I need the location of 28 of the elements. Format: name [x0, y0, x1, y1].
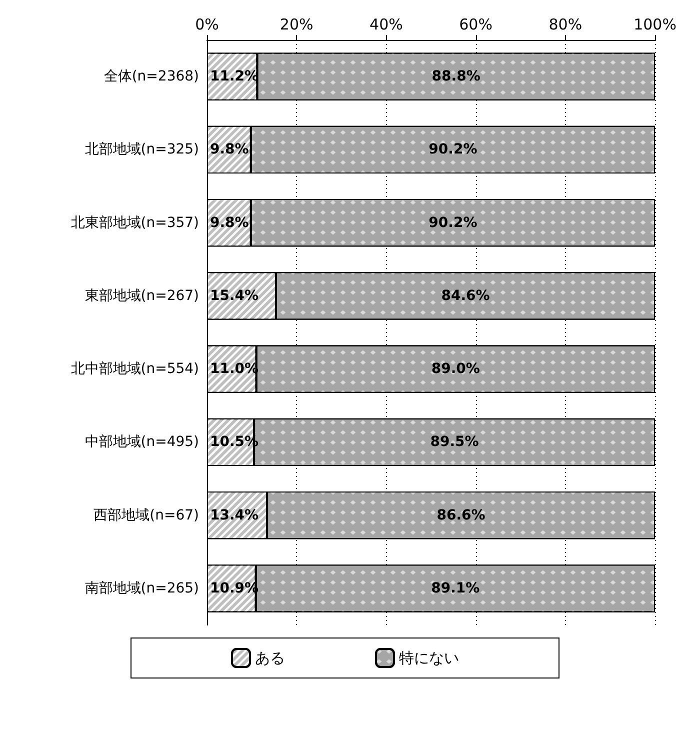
x-tick-label: 60% [459, 16, 492, 34]
legend-label: 特にない [399, 649, 459, 667]
x-tick-label: 80% [548, 16, 582, 34]
data-label: 15.4% [210, 288, 259, 304]
legend-label: ある [255, 649, 285, 667]
data-label: 90.2% [428, 214, 478, 231]
data-label: 90.2% [428, 142, 478, 158]
data-label: 13.4% [210, 507, 259, 524]
y-tick-label: 北東部地域(n=357) [70, 214, 199, 231]
y-tick-label: 北部地域(n=325) [84, 142, 199, 158]
data-label: 84.6% [441, 288, 490, 304]
y-tick-label: 北中部地域(n=554) [70, 361, 199, 378]
x-tick-label: 100% [634, 16, 676, 34]
x-tick-label: 0% [195, 16, 219, 34]
data-label: 88.8% [432, 68, 480, 85]
y-tick-label: 全体(n=2368) [104, 68, 199, 85]
x-tick-label: 20% [280, 16, 314, 34]
y-tick-label: 南部地域(n=265) [84, 580, 199, 596]
x-tick-label: 40% [370, 16, 403, 34]
data-label: 89.0% [431, 361, 480, 378]
y-tick-label: 中部地域(n=495) [84, 434, 199, 450]
data-label: 9.8% [210, 214, 249, 231]
data-label: 89.1% [431, 580, 480, 596]
data-label: 89.5% [430, 434, 479, 450]
data-label: 9.8% [210, 142, 249, 158]
data-label: 86.6% [436, 507, 486, 524]
y-tick-label: 東部地域(n=267) [84, 288, 199, 304]
y-tick-label: 西部地域(n=67) [94, 507, 199, 524]
